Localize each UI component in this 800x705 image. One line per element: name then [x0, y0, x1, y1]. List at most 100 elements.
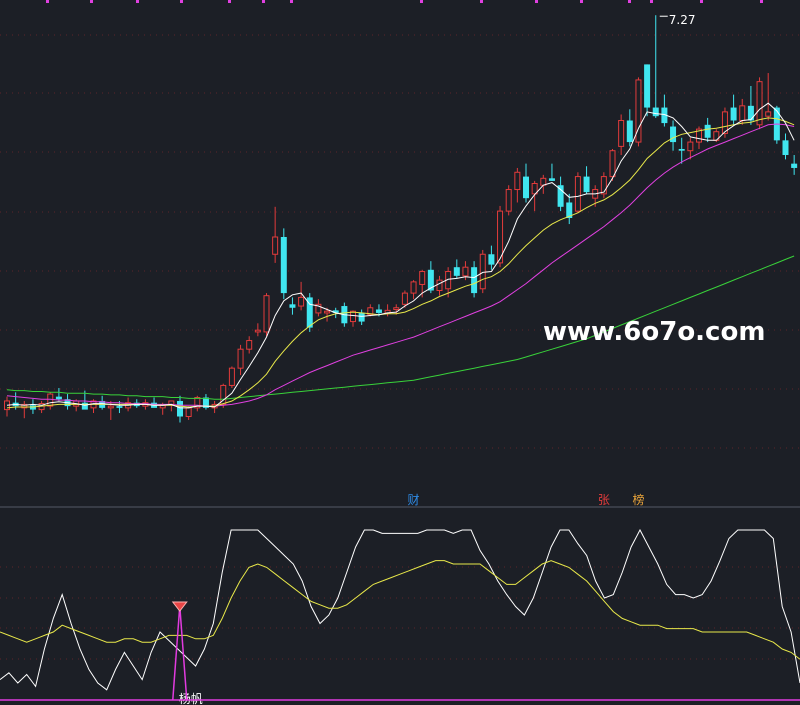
- top-mark-9: [535, 0, 538, 3]
- candle-body-40: [350, 310, 356, 323]
- candle-body-20: [177, 400, 183, 417]
- marker-bang: 榜: [632, 492, 644, 507]
- candle-body-64: [557, 185, 564, 207]
- indicator-series-1: [0, 560, 800, 660]
- candle-body-52: [453, 267, 460, 276]
- candle-body-56: [488, 254, 495, 265]
- signal-spike-line: [172, 605, 188, 701]
- candle-body-75: [652, 107, 659, 117]
- top-mark-5: [262, 0, 265, 3]
- candle-body-73: [635, 79, 642, 143]
- candle-body-57: [497, 210, 504, 264]
- candle-body-48: [419, 271, 426, 285]
- candle-body-70: [609, 150, 616, 178]
- top-mark-2: [136, 0, 139, 3]
- candle-body-79: [687, 141, 694, 152]
- indicator-lines: [0, 528, 800, 691]
- candle-body-78: [678, 148, 685, 151]
- candle-body-36: [315, 303, 322, 314]
- top-mark-4: [228, 0, 231, 3]
- candle-body-34: [298, 296, 305, 307]
- candle-body-85: [739, 105, 746, 121]
- candle-body-80: [696, 128, 702, 143]
- candle-body-27: [237, 348, 244, 369]
- top-mark-1: [90, 0, 93, 3]
- candle-body-32: [280, 237, 287, 294]
- candle-body-74: [644, 64, 651, 108]
- top-mark-3: [180, 0, 183, 3]
- candle-body-22: [194, 397, 201, 409]
- top-mark-13: [700, 0, 703, 3]
- candle-body-45: [393, 307, 400, 310]
- candle-body-58: [505, 189, 512, 212]
- candle-body-28: [246, 340, 253, 350]
- signal-diamond: [171, 601, 188, 612]
- candle-body-72: [626, 120, 633, 143]
- candle-body-37: [324, 310, 331, 314]
- ma-trend-line: [6, 255, 795, 400]
- ma-mid-line: [6, 117, 795, 409]
- marker-zhang: 张: [598, 493, 610, 507]
- candle-body-81: [704, 124, 711, 138]
- candle-body-47: [410, 281, 417, 294]
- candle-body-9: [81, 402, 88, 410]
- candle-body-69: [600, 176, 607, 195]
- top-mark-12: [650, 0, 653, 3]
- candle-body-63: [548, 178, 555, 181]
- max-price-label: 7.27: [669, 13, 696, 27]
- candle-body-60: [523, 176, 529, 199]
- signal-label: 杨帆: [179, 691, 203, 705]
- candle-body-46: [401, 292, 408, 305]
- top-mark-10: [580, 0, 583, 3]
- candle-body-77: [670, 126, 677, 143]
- top-mark-0: [46, 0, 49, 3]
- ma-short-line: [6, 102, 795, 409]
- candle-body-23: [202, 397, 209, 408]
- candle-body-61: [531, 182, 538, 195]
- candle-body-71: [618, 120, 625, 147]
- top-mark-8: [480, 0, 483, 3]
- marker-cai: 财: [408, 493, 420, 507]
- candle-body-42: [367, 307, 374, 316]
- moving-averages: [6, 102, 795, 409]
- watermark: www.6o7o.com: [543, 317, 765, 347]
- candle-body-66: [574, 176, 581, 212]
- top-mark-11: [628, 0, 631, 3]
- candle-body-50: [436, 279, 443, 292]
- top-mark-7: [420, 0, 423, 3]
- top-mark-6: [290, 0, 293, 3]
- candle-body-21: [185, 407, 192, 417]
- candle-body-84: [730, 107, 737, 121]
- candle-body-91: [791, 163, 798, 168]
- candle-body-6: [55, 396, 62, 400]
- candle-body-26: [228, 367, 235, 386]
- indicator-series-0: [0, 528, 800, 691]
- candle-body-2: [21, 403, 28, 409]
- candle-body-5: [47, 393, 54, 407]
- indicator-grid: [0, 566, 800, 660]
- candlesticks: [4, 15, 798, 423]
- candle-body-12: [107, 405, 114, 409]
- top-event-marks: [46, 0, 763, 3]
- max-price-annotation: 7.27: [659, 13, 696, 27]
- candle-body-59: [514, 171, 521, 191]
- candle-body-53: [462, 266, 469, 277]
- candle-body-67: [583, 176, 590, 193]
- candle-body-31: [272, 236, 279, 255]
- candle-body-54: [471, 267, 478, 294]
- candle-body-25: [220, 384, 227, 405]
- candle-body-87: [756, 81, 763, 126]
- candle-body-30: [263, 295, 270, 333]
- candle-body-29: [254, 329, 261, 333]
- grid: [0, 34, 800, 449]
- candle-body-43: [375, 309, 382, 313]
- candle-body-83: [721, 111, 728, 134]
- candle-body-65: [566, 202, 573, 219]
- candle-body-88: [765, 111, 772, 117]
- candle-body-90: [782, 140, 789, 156]
- candle-body-49: [427, 269, 434, 291]
- candle-body-33: [289, 304, 296, 308]
- candle-body-55: [479, 253, 486, 290]
- candle-body-76: [661, 107, 668, 124]
